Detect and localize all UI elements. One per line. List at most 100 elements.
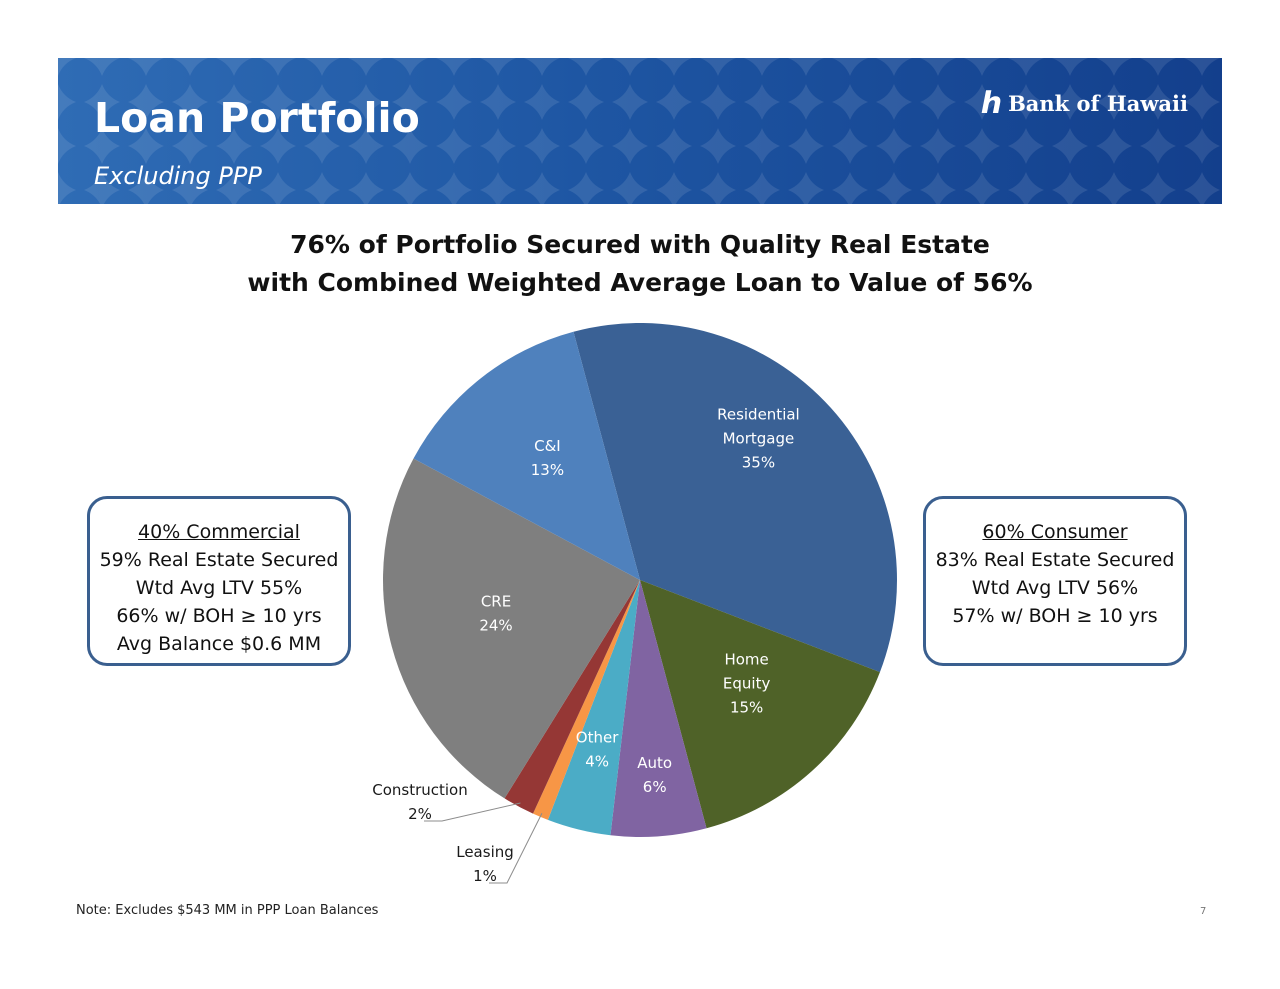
pattern-motif: [172, 128, 208, 164]
pattern-motif: [1096, 172, 1132, 204]
pattern-motif: [700, 58, 736, 76]
pattern-motif: [172, 84, 208, 120]
pattern-motif: [84, 128, 120, 164]
pattern-motif: [876, 58, 912, 76]
footnote: Note: Excludes $543 MM in PPP Loan Balan…: [76, 903, 379, 918]
pattern-motif: [216, 172, 252, 204]
quilt-pattern: [58, 58, 1220, 204]
leader-line: [489, 813, 543, 884]
pattern-motif: [480, 84, 516, 120]
pattern-motif: [1140, 84, 1176, 120]
pattern-motif: [348, 128, 384, 164]
pattern-motif: [700, 84, 736, 120]
pattern-motif: [348, 58, 384, 76]
pattern-motif: [1052, 172, 1088, 204]
pattern-motif: [920, 84, 956, 120]
pattern-motif: [832, 128, 868, 164]
pattern-motif: [1184, 58, 1220, 76]
consumer-heading: 60% Consumer: [982, 521, 1128, 543]
pattern-motif: [436, 84, 472, 120]
pattern-motif: [480, 128, 516, 164]
pattern-motif: [876, 128, 912, 164]
consumer-line: 57% w/ BOH ≥ 10 yrs: [952, 605, 1158, 627]
pattern-motif: [744, 58, 780, 76]
pattern-motif: [260, 84, 296, 120]
consumer-line: 83% Real Estate Secured: [935, 549, 1175, 571]
pattern-motif: [568, 58, 604, 76]
pattern-motif: [524, 128, 560, 164]
consumer-summary-box: 60% Consumer 83% Real Estate Secured Wtd…: [923, 496, 1187, 666]
pattern-motif: [348, 172, 384, 204]
commercial-heading: 40% Commercial: [138, 521, 300, 543]
slice-name-label: CRE: [481, 593, 511, 611]
pattern-motif: [1052, 84, 1088, 120]
logo-text: Bank of Hawaii: [1008, 91, 1188, 116]
pattern-motif: [216, 128, 252, 164]
headline-line-2: with Combined Weighted Average Loan to V…: [247, 268, 1033, 297]
pie-slice-other: [547, 580, 640, 836]
pattern-motif: [84, 84, 120, 120]
pattern-motif: [876, 172, 912, 204]
pattern-motif: [964, 84, 1000, 120]
pattern-motif: [260, 58, 296, 76]
commercial-line: 66% w/ BOH ≥ 10 yrs: [116, 605, 322, 627]
pattern-motif: [788, 58, 824, 76]
pattern-motif: [1184, 172, 1220, 204]
pattern-motif: [436, 128, 472, 164]
headline-line-1: 76% of Portfolio Secured with Quality Re…: [290, 230, 990, 259]
pattern-motif: [304, 172, 340, 204]
pattern-motif: [612, 58, 648, 76]
pattern-motif: [392, 172, 428, 204]
slice-value-label: 24%: [479, 617, 512, 635]
pattern-motif: [304, 84, 340, 120]
pattern-motif: [568, 84, 604, 120]
pattern-motif: [58, 128, 76, 164]
pattern-motif: [964, 128, 1000, 164]
pattern-motif: [58, 84, 76, 120]
pattern-motif: [1096, 128, 1132, 164]
slice-value-label: 4%: [585, 753, 609, 771]
pattern-motif: [172, 172, 208, 204]
pattern-motif: [524, 172, 560, 204]
pattern-motif: [656, 128, 692, 164]
pattern-motif: [172, 58, 208, 76]
pattern-motif: [1096, 58, 1132, 76]
slice-value-label: 2%: [408, 805, 432, 823]
pattern-motif: [58, 172, 76, 204]
slice-value-label: 6%: [643, 778, 667, 796]
pattern-motif: [920, 58, 956, 76]
pattern-motif: [1140, 172, 1176, 204]
pattern-motif: [744, 172, 780, 204]
slice-value-label: 15%: [730, 698, 763, 716]
pattern-motif: [1184, 84, 1220, 120]
pattern-motif: [1008, 58, 1044, 76]
slice-name-label: Residential: [717, 405, 800, 423]
pattern-motif: [964, 58, 1000, 76]
slice-name-label: Construction: [372, 781, 468, 799]
pattern-motif: [700, 172, 736, 204]
commercial-summary-box: 40% Commercial 59% Real Estate Secured W…: [87, 496, 351, 666]
pattern-motif: [128, 172, 164, 204]
pattern-motif: [84, 58, 120, 76]
pattern-motif: [436, 172, 472, 204]
page-subtitle: Excluding PPP: [94, 162, 262, 190]
pattern-motif: [656, 84, 692, 120]
pattern-motif: [216, 84, 252, 120]
pattern-motif: [656, 172, 692, 204]
pie-slice-construction: [504, 580, 640, 814]
pattern-motif: [304, 128, 340, 164]
pie-slice-auto: [610, 580, 707, 837]
pie-slice-home-equity: [640, 580, 880, 829]
pattern-motif: [58, 58, 76, 76]
pattern-motif: [480, 58, 516, 76]
pattern-motif: [128, 58, 164, 76]
pattern-motif: [964, 172, 1000, 204]
pattern-motif: [348, 84, 384, 120]
pattern-motif: [1008, 128, 1044, 164]
pattern-motif: [612, 84, 648, 120]
pie-slice-residential-mortgage: [573, 323, 897, 673]
pattern-motif: [128, 84, 164, 120]
pattern-motif: [1008, 84, 1044, 120]
pattern-motif: [832, 172, 868, 204]
pattern-motif: [656, 58, 692, 76]
